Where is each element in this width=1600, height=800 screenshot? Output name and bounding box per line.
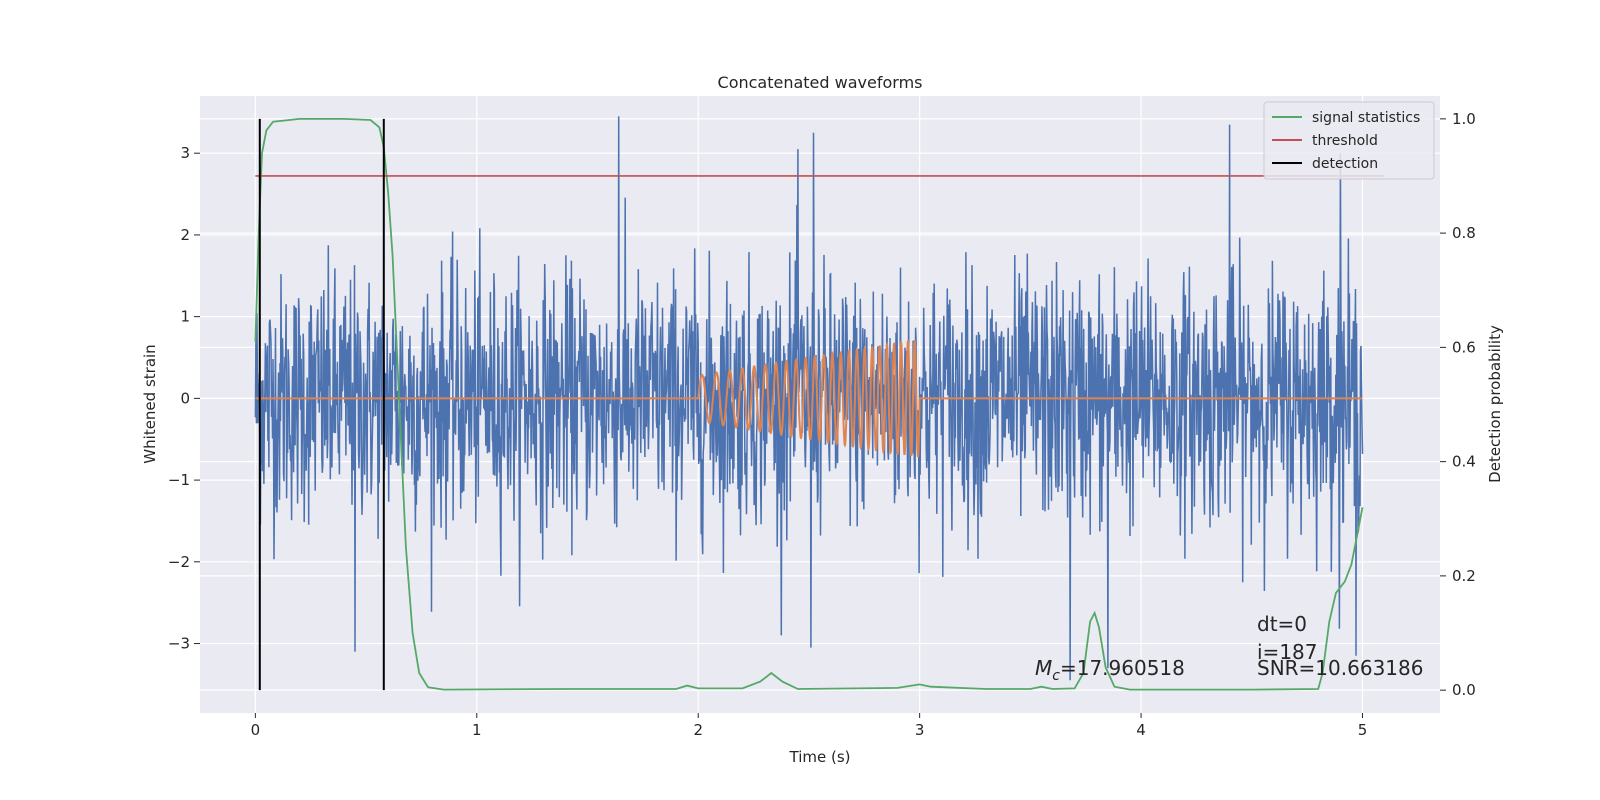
y-right-tick-label: 0.2: [1452, 567, 1476, 585]
i-annotation: i=187: [1257, 640, 1318, 664]
legend-box: [1263, 101, 1435, 180]
ticks: 0 1 2 3 4 5 −3 −2 −1 0 1 2 3 0.0 0.2 0.4 0.6 0.8 1.0: [168, 110, 1476, 739]
y-axis-left-label: Whitened strain: [141, 344, 159, 463]
annotations: Mc=17.960518 dt=0 i=187 SNR=10.663186: [1035, 612, 1423, 684]
x-tick-label: 5: [1358, 721, 1368, 739]
snr-annotation: SNR=10.663186: [1257, 656, 1423, 680]
y-left-tick-label: 2: [180, 226, 190, 244]
y-left-tick-label: 0: [180, 389, 190, 407]
legend-label: signal statistics: [1312, 110, 1420, 126]
plot-area: [254, 116, 1385, 691]
y-left-tick-label: 1: [180, 308, 190, 326]
y-left-tick-label: −2: [168, 553, 190, 571]
legend: signal statistics threshold detection: [1263, 101, 1435, 180]
signal-statistics-line: [254, 118, 1364, 691]
mc-subscript: c: [1052, 668, 1060, 684]
dt-annotation: dt=0: [1257, 612, 1307, 636]
y-right-tick-label: 0.4: [1452, 453, 1476, 471]
x-tick-label: 2: [693, 721, 703, 739]
y-left-tick-label: −1: [168, 471, 190, 489]
mc-value: =17.960518: [1060, 656, 1185, 680]
x-tick-label: 3: [915, 721, 925, 739]
y-axis-right-label: Detection probability: [1486, 325, 1504, 483]
y-right-tick-label: 0.0: [1452, 681, 1476, 699]
mc-symbol: M: [1035, 656, 1052, 680]
strain-line: [254, 116, 1364, 681]
template-chirp-line: [255, 340, 1363, 458]
y-right-tick-label: 0.8: [1452, 224, 1476, 242]
legend-label: threshold: [1312, 133, 1378, 149]
y-left-tick-label: 3: [180, 144, 190, 162]
x-tick-label: 4: [1136, 721, 1146, 739]
x-axis-label: Time (s): [789, 748, 851, 766]
legend-label: detection: [1312, 156, 1378, 172]
x-tick-label: 0: [251, 721, 261, 739]
y-right-tick-label: 0.6: [1452, 338, 1476, 356]
y-right-tick-label: 1.0: [1452, 110, 1476, 128]
chart-title: Concatenated waveforms: [718, 73, 923, 92]
x-tick-label: 1: [472, 721, 482, 739]
y-left-tick-label: −3: [168, 635, 190, 653]
mc-annotation: Mc=17.960518: [1035, 656, 1185, 684]
